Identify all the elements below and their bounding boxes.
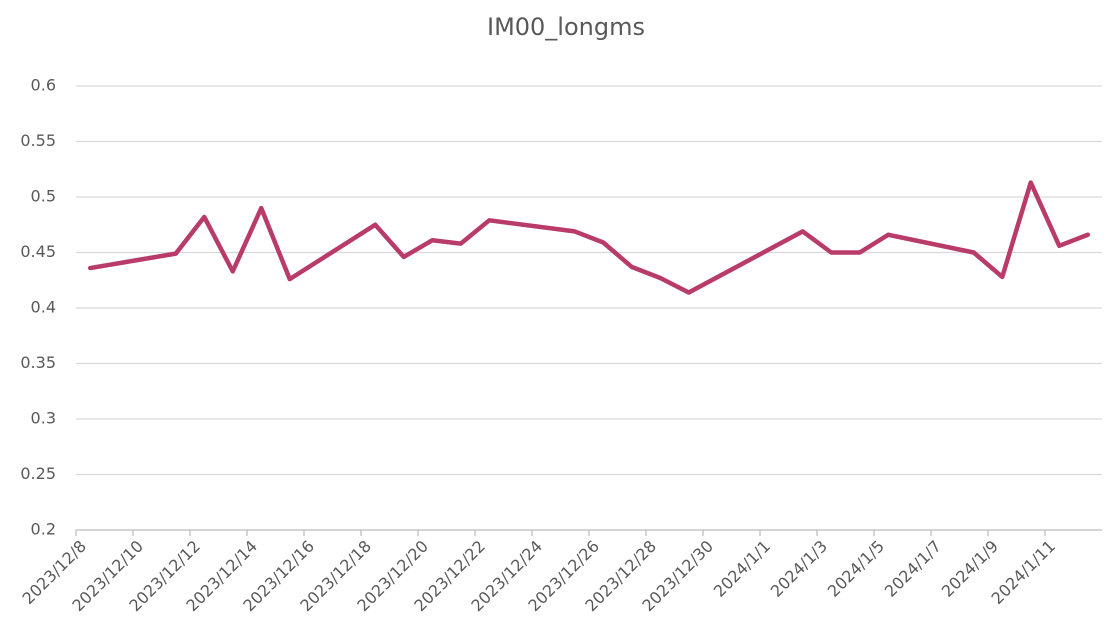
y-tick-label: 0.2 — [31, 520, 56, 539]
x-tick-label: 2024/1/1 — [710, 537, 774, 601]
x-tick-label: 2024/1/7 — [881, 537, 945, 601]
y-tick-label: 0.55 — [20, 131, 56, 150]
x-tick-label: 2024/1/3 — [767, 537, 831, 601]
y-tick-label: 0.25 — [20, 464, 56, 483]
y-tick-label: 0.45 — [20, 242, 56, 261]
y-tick-label: 0.3 — [31, 409, 56, 428]
y-tick-label: 0.35 — [20, 353, 56, 372]
x-tick-label: 2024/1/5 — [824, 537, 888, 601]
data-line — [88, 180, 1090, 295]
chart-title: IM00_longms — [487, 13, 645, 41]
y-tick-label: 0.5 — [31, 187, 56, 206]
y-tick-label: 0.4 — [31, 298, 56, 317]
y-tick-label: 0.6 — [31, 76, 56, 95]
